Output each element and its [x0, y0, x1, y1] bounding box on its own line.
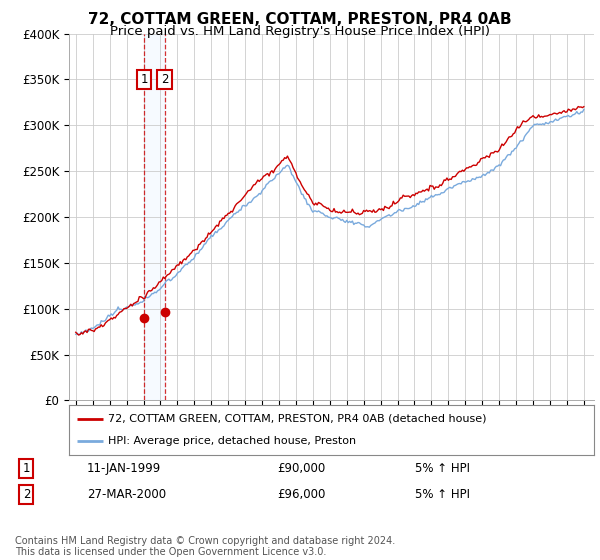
Text: 2: 2: [161, 73, 168, 86]
Text: 5% ↑ HPI: 5% ↑ HPI: [415, 462, 470, 475]
Text: 5% ↑ HPI: 5% ↑ HPI: [415, 488, 470, 501]
Bar: [144, 34, 164, 400]
Text: 2: 2: [23, 488, 30, 501]
Text: Contains HM Land Registry data © Crown copyright and database right 2024.
This d: Contains HM Land Registry data © Crown c…: [15, 535, 395, 557]
Text: 1: 1: [23, 462, 30, 475]
Text: £90,000: £90,000: [277, 462, 325, 475]
Text: 27-MAR-2000: 27-MAR-2000: [87, 488, 166, 501]
Text: HPI: Average price, detached house, Preston: HPI: Average price, detached house, Pres…: [109, 436, 356, 446]
Text: 72, COTTAM GREEN, COTTAM, PRESTON, PR4 0AB (detached house): 72, COTTAM GREEN, COTTAM, PRESTON, PR4 0…: [109, 414, 487, 424]
Text: 1: 1: [140, 73, 148, 86]
Text: 11-JAN-1999: 11-JAN-1999: [87, 462, 161, 475]
Text: 72, COTTAM GREEN, COTTAM, PRESTON, PR4 0AB: 72, COTTAM GREEN, COTTAM, PRESTON, PR4 0…: [88, 12, 512, 27]
Text: Price paid vs. HM Land Registry's House Price Index (HPI): Price paid vs. HM Land Registry's House …: [110, 25, 490, 38]
Text: £96,000: £96,000: [277, 488, 325, 501]
